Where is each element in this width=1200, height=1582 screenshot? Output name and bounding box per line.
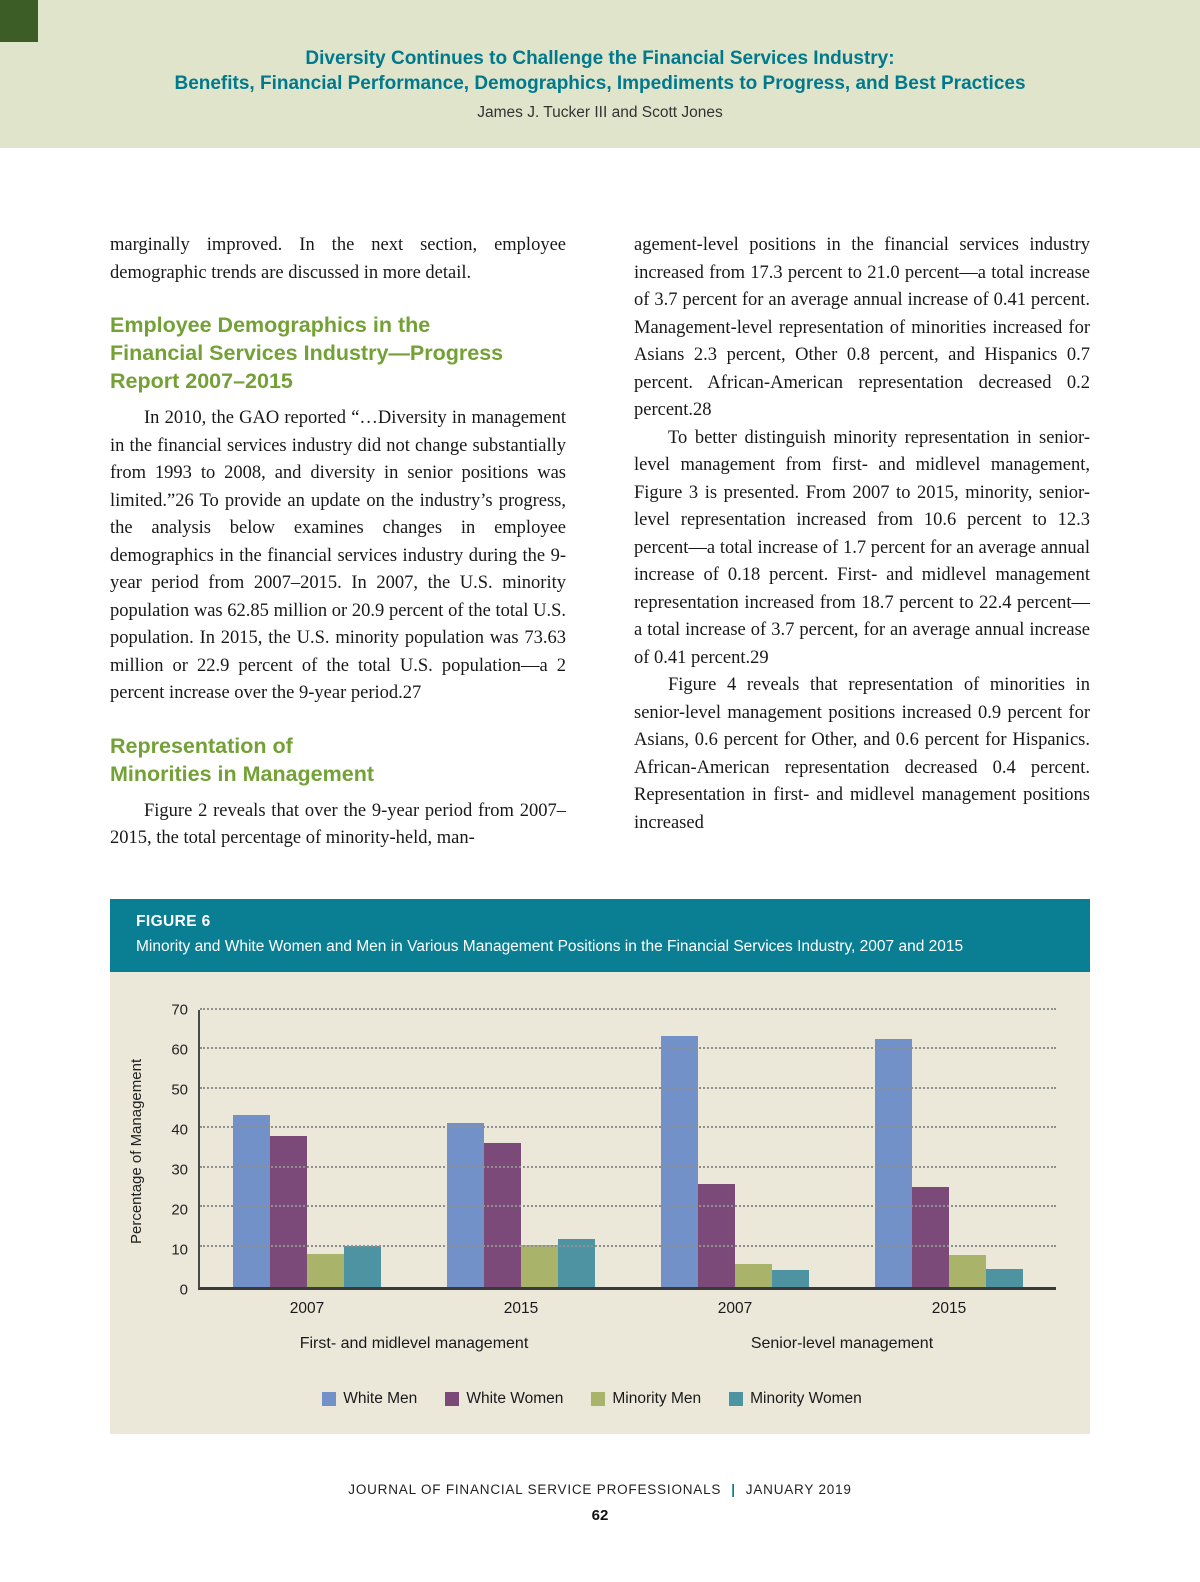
bar-cluster-2015-0: 2015 (447, 1010, 595, 1317)
journal-name: JOURNAL OF FINANCIAL SERVICE PROFESSIONA… (348, 1482, 722, 1497)
right-column: agement-level positions in the financial… (634, 232, 1090, 853)
heading-line: Financial Services Industry—Progress (110, 341, 504, 365)
heading-line: Report 2007–2015 (110, 369, 293, 393)
legend-swatch-icon (322, 1391, 337, 1406)
page-footer: JOURNAL OF FINANCIAL SERVICE PROFESSIONA… (0, 1482, 1200, 1524)
heading-line: Representation of (110, 733, 293, 758)
y-tick-label-40: 40 (171, 1121, 188, 1138)
legend-label: Minority Women (750, 1389, 862, 1407)
bar-cluster-2007-1: 2007 (661, 1010, 809, 1317)
bar-cluster-2007-0: 2007 (233, 1010, 381, 1317)
bar-minority-men (949, 1254, 986, 1287)
bar-minority-men (307, 1254, 344, 1287)
group-label-senior-level-management: Senior-level management (750, 1334, 934, 1352)
issue-date: JANUARY 2019 (745, 1482, 852, 1497)
paragraph-continuation: agement-level positions in the financial… (634, 235, 1090, 420)
y-tick-label-0: 0 (179, 1281, 188, 1298)
chart-legend: White Men White Women Minority Men Minority… (128, 1390, 1056, 1408)
article-title-line-1: Diversity Continues to Challenge the Fin… (305, 48, 895, 69)
page-number: 62 (591, 1507, 609, 1524)
bar-group-first-and-midlevel-management: 2007 2015 First- and midlevel management (200, 1010, 628, 1352)
bar-white-women (698, 1183, 735, 1287)
paragraph-continuation: marginally improved. In the next section… (110, 235, 566, 283)
plot-area: 2007 2015 First- and midlevel management 20… (198, 1007, 1056, 1352)
footer-separator: | (731, 1482, 736, 1497)
bar-minority-men (521, 1244, 558, 1287)
paragraph: In 2010, the GAO reported “…Diversity in… (110, 408, 566, 703)
group-label-first-and-midlevel-management: First- and midlevel management (299, 1334, 529, 1352)
legend-swatch-icon (445, 1391, 460, 1406)
x-tick-label: 2015 (931, 1299, 967, 1317)
bar-minority-women (772, 1269, 809, 1287)
bar-white-men (447, 1122, 484, 1287)
legend-label: White Women (466, 1389, 564, 1407)
legend-item-minority-men: Minority Men (591, 1390, 701, 1408)
chart-plot-row: Percentage of Management 0 10 20 30 40 50 60 70… (128, 1001, 1056, 1352)
legend-item-white-women: White Women (445, 1390, 563, 1408)
y-tick-label-10: 10 (171, 1241, 188, 1258)
gridline-40 (200, 1126, 1056, 1129)
bar-white-men (233, 1114, 270, 1287)
bar-minority-women (986, 1269, 1023, 1287)
x-tick-label: 2007 (717, 1299, 753, 1317)
bar-chart: Percentage of Management 0 10 20 30 40 50 60 70… (110, 971, 1090, 1434)
x-tick-label: 2015 (503, 1299, 539, 1317)
y-axis-title: Percentage of Management (128, 1057, 145, 1244)
corner-accent-block (0, 0, 38, 42)
article-body: marginally improved. In the next section… (0, 232, 1200, 853)
bar-minority-men (735, 1263, 772, 1287)
paragraph: To better distinguish minority represent… (634, 427, 1090, 668)
gridline-30 (200, 1165, 1056, 1168)
article-authors: James J. Tucker III and Scott Jones (477, 104, 723, 121)
y-tick-label-60: 60 (171, 1041, 188, 1058)
y-tick-label-30: 30 (171, 1161, 188, 1178)
legend-item-white-men: White Men (322, 1390, 417, 1408)
bar-white-women (912, 1187, 949, 1287)
figure-header: FIGURE 6 Minority and White Women and Me… (110, 898, 1090, 972)
legend-label: White Men (343, 1389, 418, 1407)
gridline-10 (200, 1244, 1056, 1247)
x-tick-label: 2007 (289, 1299, 325, 1317)
figure-6: FIGURE 6 Minority and White Women and Me… (110, 898, 1090, 1434)
legend-swatch-icon (591, 1391, 606, 1406)
legend-item-minority-women: Minority Women (729, 1390, 862, 1408)
y-tick-label-50: 50 (171, 1081, 188, 1098)
bar-minority-women (558, 1239, 595, 1287)
paragraph: Figure 2 reveals that over the 9-year pe… (110, 800, 566, 849)
legend-label: Minority Men (612, 1389, 702, 1407)
footer-line: JOURNAL OF FINANCIAL SERVICE PROFESSIONA… (0, 1482, 1200, 1497)
bar-white-men (875, 1038, 912, 1287)
legend-swatch-icon (729, 1391, 744, 1406)
figure-title: Minority and White Women and Men in Vari… (136, 937, 964, 955)
gridline-50 (200, 1086, 1056, 1089)
article-header: Diversity Continues to Challenge the Fin… (0, 0, 1200, 148)
y-axis-ticks: 0 10 20 30 40 50 60 70 (158, 1001, 198, 1298)
bar-white-men (661, 1035, 698, 1287)
gridline-20 (200, 1205, 1056, 1208)
bar-white-women (270, 1136, 307, 1287)
section-heading-representation-minorities: Representation of Minorities in Manageme… (110, 732, 566, 788)
article-title-line-2: Benefits, Financial Performance, Demogra… (174, 73, 1026, 94)
y-tick-label-70: 70 (171, 1001, 188, 1018)
paragraph: Figure 4 reveals that representation of … (634, 675, 1090, 833)
heading-line: Minorities in Management (110, 761, 375, 786)
y-tick-label-20: 20 (171, 1201, 188, 1218)
left-column: marginally improved. In the next section… (110, 232, 566, 853)
bar-minority-women (344, 1246, 381, 1287)
section-heading-employee-demographics: Employee Demographics in the Financial S… (110, 311, 566, 395)
gridline-60 (200, 1047, 1056, 1050)
gridline-70 (200, 1007, 1056, 1010)
bar-white-women (484, 1143, 521, 1287)
heading-line: Employee Demographics in the (110, 313, 431, 337)
figure-label: FIGURE 6 (136, 912, 211, 930)
